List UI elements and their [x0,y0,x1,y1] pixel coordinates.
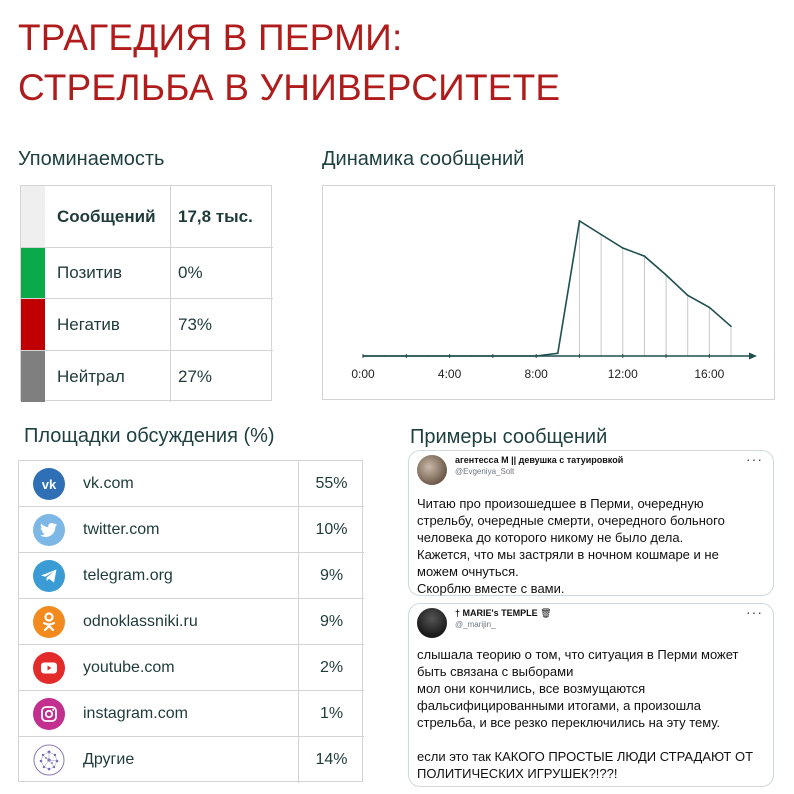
telegram-icon [33,560,65,592]
data-point [448,355,451,357]
data-point [557,352,559,355]
platforms-table: vk vk.com 55% twitter.com 10% telegram.org 9% o… [18,460,364,783]
tweet-author-handle: @Evgeniya_Solt [455,467,515,476]
data-point [513,355,516,357]
platform-row: vk vk.com 55% [19,461,364,507]
x-tick-label: 12:00 [608,367,638,381]
mentions-color-swatch [21,248,45,298]
mentions-row-messages: Сообщений 17,8 тыс. [21,186,273,248]
mentions-color-swatch [21,186,45,247]
mentions-table: Сообщений 17,8 тыс. Позитив 0% Негатив 7… [20,185,273,402]
data-point [730,325,732,328]
data-point [643,255,646,257]
x-tick-label: 16:00 [694,367,724,381]
page-title-line-1: ТРАГЕДИЯ В ПЕРМИ: [18,17,403,58]
odnoklassniki-icon [33,606,65,638]
data-point [708,306,711,309]
data-point [578,220,581,222]
platform-name: Другие [83,737,299,783]
series-line [363,219,732,357]
mentions-color-swatch [21,351,45,402]
mentions-heading: Упоминаемость [18,148,165,170]
tweet-author-name: агентесса М || девушка с татуировкой [455,455,624,465]
platform-row: instagram.com 1% [19,691,364,737]
mentions-color-swatch [21,299,45,350]
mentions-label: Нейтрал [45,351,171,402]
mentions-value: 73% [178,314,213,334]
platform-name: telegram.org [83,553,299,599]
chart-svg: 0:00 4:00 8:00 12:00 16:00 [351,219,757,381]
instagram-icon [33,698,65,730]
platform-row: Другие 14% [19,737,364,783]
platform-share: 10% [315,521,348,538]
verified-lock-icon: 🗑 [540,608,552,618]
vk-icon: vk [33,468,65,500]
x-tick-label: 8:00 [524,367,548,381]
data-point [383,355,386,357]
platform-name: vk.com [83,461,299,507]
data-point [621,247,624,249]
platform-name: odnoklassniki.ru [83,599,299,645]
platform-share: 2% [319,659,344,676]
data-point [405,355,408,357]
mentions-value: 0% [178,263,203,282]
other-sources-icon [33,744,65,776]
platforms-heading: Площадки обсуждения (%) [24,425,275,447]
platform-share: 55% [315,475,348,492]
chart-title: Динамика сообщений [322,148,525,170]
x-axis-arrow [749,352,757,360]
platform-name: instagram.com [83,691,299,737]
platform-share: 9% [319,567,344,584]
examples-heading: Примеры сообщений [410,426,608,448]
platform-share: 1% [319,705,344,722]
message-dynamics-chart: 0:00 4:00 8:00 12:00 16:00 [322,185,775,400]
data-point [492,355,494,357]
data-point [665,274,667,276]
platform-name: twitter.com [83,507,299,553]
data-point [427,355,429,357]
platform-row: youtube.com 2% [19,645,364,691]
user-avatar[interactable] [417,608,447,638]
more-options-icon[interactable]: ··· [746,451,763,467]
platform-name: youtube.com [83,645,299,691]
mentions-label: Негатив [45,299,171,350]
platform-row: telegram.org 9% [19,553,364,599]
data-point [362,355,364,357]
mentions-row-neutral: Нейтрал 27% [21,351,273,402]
platform-row: twitter.com 10% [19,507,364,553]
tweet-text: Читаю про произошедшее в Перми, очередну… [417,496,725,596]
x-tick-label: 4:00 [438,367,462,381]
more-options-icon[interactable]: ··· [746,604,763,620]
platform-share: 14% [315,751,348,768]
user-avatar[interactable] [417,455,447,485]
mentions-value: 17,8 тыс. [178,206,253,226]
platform-row: odnoklassniki.ru 9% [19,599,364,645]
tweet-card[interactable]: † MARIE's TEMPLE 🗑 @_marijin_ ··· слышал… [408,603,774,787]
mentions-label: Сообщений [45,186,171,247]
tweet-author-name: † MARIE's TEMPLE 🗑 [455,608,552,618]
tweet-author-handle: @_marijin_ [455,620,496,629]
page-title-line-2: СТРЕЛЬБА В УНИВЕРСИТЕТЕ [18,67,561,108]
tweet-card[interactable]: агентесса М || девушка с татуировкой @Ev… [408,450,774,596]
mentions-label: Позитив [45,248,171,298]
mentions-row-positive: Позитив 0% [21,248,273,299]
youtube-icon [33,652,65,684]
platform-share: 9% [319,613,344,630]
data-point [535,355,537,357]
mentions-value: 27% [178,366,213,386]
x-tick-label: 0:00 [351,367,375,381]
mentions-row-negative: Негатив 73% [21,299,273,351]
twitter-icon [33,514,65,546]
data-point [470,355,473,357]
data-point [686,294,689,297]
svg-text:vk: vk [42,477,57,491]
tweet-text: слышала теорию о том, что ситуация в Пер… [417,647,754,781]
data-point [600,233,602,236]
